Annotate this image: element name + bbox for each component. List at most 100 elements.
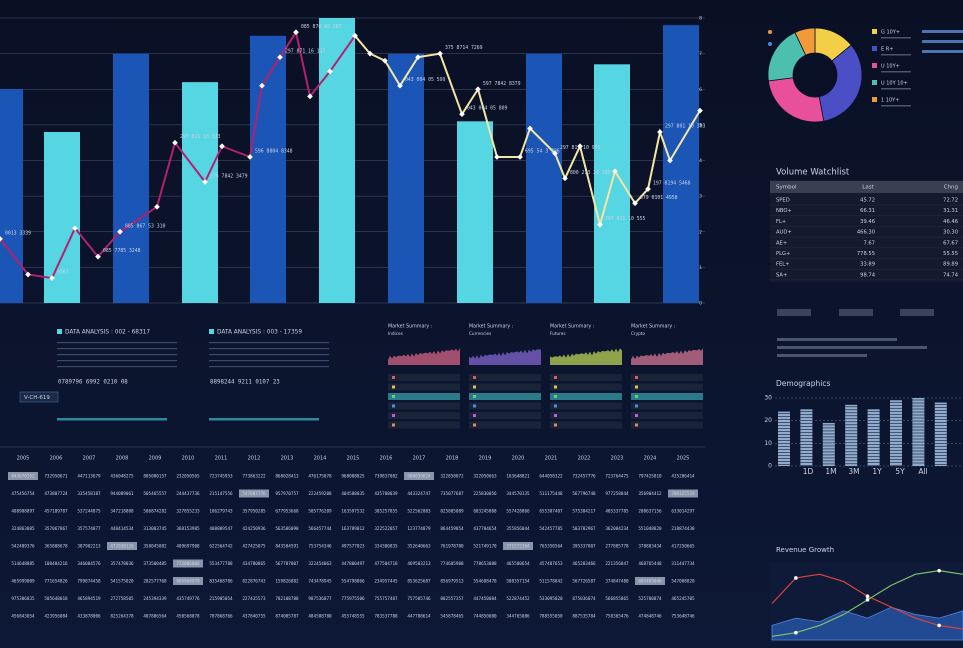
card-chip: [473, 423, 476, 427]
card-chip: [635, 404, 638, 408]
table-cell: 554798866: [341, 579, 365, 585]
table-cell: 497577023: [341, 544, 365, 550]
bar: [845, 404, 858, 466]
table-cell: 387902213: [77, 544, 101, 550]
table-cell: 385257855: [374, 509, 398, 515]
table-cell: FEL+: [776, 262, 790, 268]
table-cell: SA+: [776, 272, 787, 278]
table-cell: 825264378: [110, 614, 134, 620]
panel-row: [57, 366, 177, 368]
panel-row: [209, 360, 329, 362]
table-cell: 508357154: [506, 579, 530, 585]
table-cell: 335458187: [77, 491, 101, 497]
table-cell: 547008820: [671, 579, 695, 585]
point-marker: [172, 139, 178, 146]
table-cell: 537244875: [77, 509, 101, 515]
table-cell: 732950671: [44, 474, 68, 480]
y-tick-label: 0: [699, 301, 702, 307]
point-marker: [562, 175, 568, 182]
table-cell: 554688478: [473, 579, 497, 585]
bar: [777, 354, 867, 357]
table-header: 2008: [116, 456, 129, 462]
bar: [867, 409, 880, 466]
table-cell: 357950285: [242, 509, 266, 515]
legend-swatch: [872, 29, 877, 34]
card-row: [388, 374, 460, 381]
card-row: [469, 374, 541, 381]
table-cell: 506874282: [143, 509, 167, 515]
table-cell: 505648018: [44, 596, 68, 602]
table-cell: 853625687: [407, 579, 431, 585]
card-chip: [554, 376, 557, 379]
table-cell: 355856044: [506, 526, 530, 532]
card-row: [631, 374, 703, 381]
point-label: 0013 3339: [5, 230, 31, 236]
table-cell: 277885778: [605, 544, 629, 550]
card-row: [388, 383, 460, 391]
pie-slice: [794, 27, 816, 56]
table-header: 2017: [413, 456, 426, 462]
panel-footer: 0789796 6992 0210 08: [58, 380, 128, 386]
table-cell: 465203466: [572, 561, 596, 567]
chart-title: Revenue Growth: [776, 546, 834, 554]
point-label: 197 8194 5468: [653, 181, 691, 187]
table-cell: 66.31: [860, 208, 875, 214]
cell-highlight: [107, 542, 137, 550]
point-label: 596 8804 8348: [255, 148, 293, 154]
table-cell: 469503213: [407, 561, 431, 567]
table-cell: 33.89: [860, 262, 875, 268]
card-row: [550, 402, 622, 410]
table-cell: AUD+: [776, 230, 792, 236]
point-label: 085 7785 3248: [103, 248, 141, 254]
table-cell: 944089061: [110, 491, 134, 497]
panel-icon: [209, 329, 214, 334]
table-cell: 835468786: [209, 579, 233, 585]
table-header: 2025: [677, 456, 690, 462]
table-cell: 344570135: [506, 491, 530, 497]
table-header: 2019: [479, 456, 492, 462]
card-chip: [473, 376, 476, 379]
point-marker: [494, 154, 500, 160]
card-row: [388, 393, 460, 400]
table-header: 2016: [380, 456, 393, 462]
point-label: 085 870 42 287: [301, 24, 342, 30]
table-cell: 311447734: [671, 561, 695, 567]
point-marker: [527, 125, 533, 132]
tag-bg: [19, 391, 59, 403]
card-title: Market Summary :: [469, 324, 514, 330]
table-cell: 222459208: [308, 491, 332, 497]
point-marker: [95, 253, 101, 260]
tag: V-CH-619: [19, 391, 59, 403]
legend-label: U 10Y 10+: [881, 81, 908, 87]
card-chip: [473, 395, 476, 398]
cell-highlight: [668, 489, 698, 498]
card-chip: [635, 376, 638, 379]
table-cell: 468765448: [638, 561, 662, 567]
table-cell: 465245705: [671, 596, 695, 602]
card-row: [550, 421, 622, 429]
cell-highlight: [173, 577, 203, 585]
table-cell: 405337785: [605, 509, 629, 515]
table-cell: 46.46: [943, 219, 958, 225]
range-button: 5Y: [895, 467, 905, 476]
table-cell: 435286414: [671, 474, 695, 480]
table-cell: 547807776: [242, 491, 266, 497]
table-cell: 774605908: [440, 561, 464, 567]
point-label: 579 0101 4958: [640, 195, 678, 201]
table-cell: 622564742: [209, 544, 233, 550]
table-cell: 825005089: [440, 509, 464, 515]
card-chip: [554, 414, 557, 417]
table-cell: 357478036: [110, 561, 134, 567]
table-cell: 533095020: [539, 596, 563, 602]
table-cell: 322522057: [374, 526, 398, 532]
legend-label: 1 10Y+: [881, 98, 899, 104]
table-cell: 765350564: [539, 544, 563, 550]
card-chip: [635, 423, 638, 427]
table-cell: 447800497: [341, 561, 365, 567]
table-cell: 605485046: [638, 579, 662, 585]
table-cell: 805068979: [176, 579, 200, 585]
table-cell: 347218808: [110, 509, 134, 515]
table-cell: 505776209: [308, 509, 332, 515]
table-cell: 234957445: [374, 579, 398, 585]
card-row: [631, 393, 703, 400]
